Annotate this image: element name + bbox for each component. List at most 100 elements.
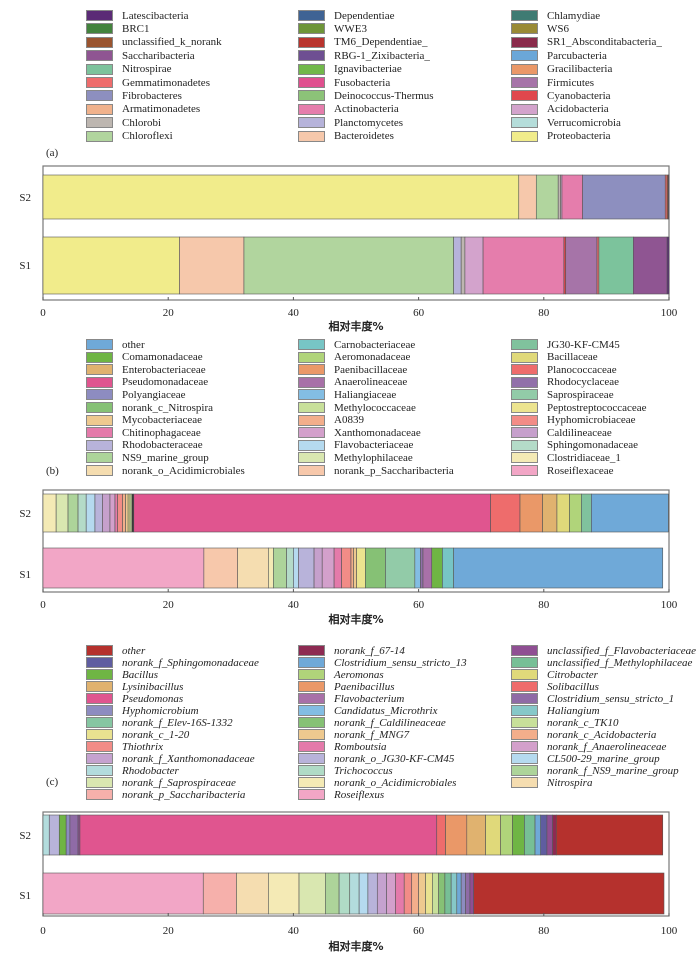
legend-swatch	[511, 645, 538, 656]
legend-label: Romboutsia	[334, 740, 387, 753]
bar-segment	[48, 814, 60, 856]
x-tick-label: 0	[40, 925, 46, 937]
legend-label: Flavobacterium	[334, 692, 405, 705]
legend-swatch	[86, 414, 113, 426]
legend-label: Thiothrix	[122, 740, 163, 753]
legend-swatch	[511, 777, 538, 788]
legend-label: BRC1	[122, 22, 150, 35]
bar-segment	[556, 814, 664, 856]
legend-item: norank_f_Xanthomonadaceae	[86, 752, 255, 765]
legend-label: norank_c_1-20	[122, 728, 190, 741]
legend-item: Gracilibacteria	[511, 63, 612, 76]
legend-swatch	[298, 705, 325, 716]
legend-item: Chlamydiae	[511, 9, 600, 22]
x-tick-label: 100	[661, 599, 678, 611]
legend-item: Hyphomicrobiaceae	[511, 414, 636, 427]
bar-segment	[333, 547, 342, 589]
legend-swatch	[86, 117, 113, 129]
legend-label: Firmicutes	[547, 76, 595, 89]
legend-item: SR1_Absconditabacteria_	[511, 36, 662, 49]
legend-item: Mycobacteriaceae	[86, 414, 202, 427]
legend-label: unclassified_f_Flavobacteriaceae	[547, 644, 697, 657]
x-tick-label: 80	[538, 599, 550, 611]
legend-swatch	[86, 90, 113, 102]
legend-label: Peptostreptococcaceae	[547, 401, 647, 414]
legend-label: Haliangiaceae	[334, 388, 397, 401]
bar-segment	[466, 814, 486, 856]
bar-segment	[432, 872, 439, 915]
legend-item: CL500-29_marine_group	[511, 752, 660, 765]
bar-segment	[179, 236, 245, 295]
bar-segment	[353, 547, 357, 589]
x-tick-label: 60	[413, 925, 425, 937]
legend-item: other	[86, 338, 145, 351]
legend-swatch	[511, 741, 538, 752]
legend-label: Chlamydiae	[547, 9, 601, 22]
legend-label: norank_c_Nitrospira	[122, 401, 214, 414]
legend-label: Gracilibacteria	[547, 63, 613, 76]
legend-item: Fusobacteria	[298, 76, 390, 89]
legend-swatch	[511, 465, 538, 476]
legend-swatch	[86, 753, 113, 764]
legend-item: Gemmatimonadetes	[86, 76, 210, 89]
bar-segment	[102, 493, 111, 533]
legend-swatch	[86, 789, 113, 800]
legend-swatch	[511, 63, 538, 75]
legend-label: Hyphomicrobium	[122, 704, 199, 717]
legend-label: Planococcaceae	[547, 363, 617, 376]
legend-item: Enterobacteriaceae	[86, 363, 206, 376]
legend-item: Polyangiaceae	[86, 388, 186, 401]
bar-segment	[633, 236, 668, 295]
bar-segment	[42, 814, 50, 856]
legend-label: Enterobacteriaceae	[122, 363, 206, 376]
legend-swatch	[511, 376, 538, 388]
legend-label: Aeromonas	[334, 668, 384, 681]
legend-item: Candidatus_Microthrix	[298, 704, 437, 717]
legend-swatch	[298, 23, 325, 35]
legend-item: Clostridiaceae_1	[511, 451, 621, 464]
legend-item: TM6_Dependentiae_	[298, 36, 427, 49]
legend-label: Anaerolineaceae	[334, 376, 408, 389]
bar-segment	[79, 814, 438, 856]
bar-segment	[512, 814, 525, 856]
legend-label: other	[122, 644, 146, 657]
legend-label: Comamonadaceae	[122, 351, 203, 364]
bar-segment	[561, 174, 583, 220]
legend-swatch	[86, 364, 113, 376]
bar-segment	[411, 872, 419, 915]
chart-family: S2 S1 0 20 40 60 80 100 相对丰度%	[19, 489, 678, 626]
legend-item: Proteobacteria	[511, 130, 611, 143]
sample-label: S2	[19, 192, 31, 204]
legend-swatch	[511, 705, 538, 716]
legend-swatch	[86, 717, 113, 728]
legend-label: unclassified_k_norank	[122, 36, 222, 49]
legend-label: norank_c_TK10	[547, 716, 619, 729]
legend-item: Ignavibacteriae	[298, 63, 402, 76]
legend-label: Xanthomonadaceae	[334, 426, 421, 439]
sample-label: S2	[19, 508, 31, 520]
legend-label: norank_f_NS9_marine_group	[547, 764, 679, 777]
bar-segment	[460, 872, 466, 915]
legend-swatch	[86, 741, 113, 752]
legend-label: Nitrospirae	[122, 63, 172, 76]
legend-swatch	[298, 351, 325, 363]
legend-swatch	[86, 729, 113, 740]
legend-item: Nitrospira	[511, 776, 592, 789]
legend-label: Gemmatimonadetes	[122, 76, 210, 89]
bar-segment	[202, 872, 237, 915]
bar-segment	[569, 493, 582, 533]
bar-segment	[114, 493, 118, 533]
legend-label: Clostridium_sensu_stricto_13	[334, 656, 467, 669]
legend-swatch	[86, 705, 113, 716]
bar-segment	[556, 493, 570, 533]
legend-item: norank_p_Saccharibacteria	[86, 788, 245, 801]
legend-swatch	[511, 753, 538, 764]
legend-label: Bacteroidetes	[334, 130, 394, 143]
legend-item: Pseudomonadaceae	[86, 376, 208, 389]
bar-segment	[325, 872, 340, 915]
legend-label: Saprospiraceae	[547, 388, 614, 401]
legend-label: Fibrobacteres	[122, 89, 182, 102]
legend-item: Paenibacillus	[298, 680, 395, 693]
legend-label: Sphingomonadaceae	[547, 439, 639, 452]
